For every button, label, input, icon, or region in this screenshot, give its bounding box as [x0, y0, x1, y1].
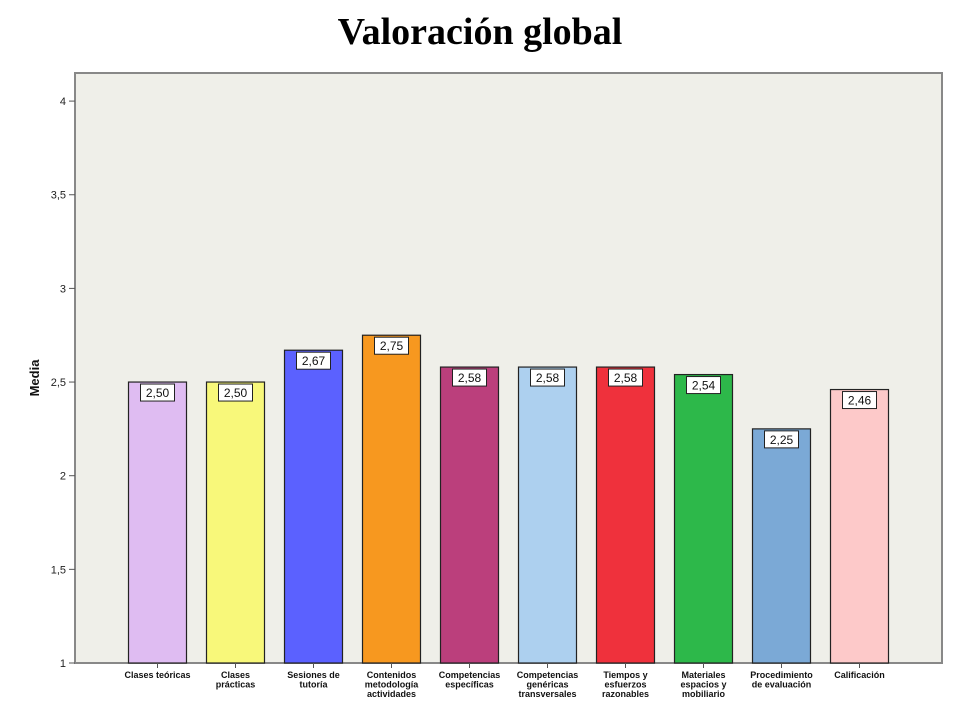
data-label-box — [530, 368, 565, 387]
y-tick-label: 2 — [60, 471, 66, 483]
y-tick-label: 4 — [60, 96, 66, 108]
y-tick-label: 1,5 — [51, 564, 66, 576]
bar — [205, 381, 266, 664]
y-tick-label: 3,5 — [51, 190, 66, 202]
data-label: 2,58 — [536, 371, 560, 385]
bar — [439, 366, 500, 664]
y-tick-label: 1 — [60, 658, 66, 670]
bar — [517, 366, 578, 664]
bar — [127, 381, 188, 664]
x-tick-label: Competencias genéricas transversales — [517, 670, 579, 699]
x-tick-label: Calificación — [834, 670, 885, 680]
bar — [283, 349, 344, 664]
x-tick-label: Competencias específicas — [439, 670, 501, 690]
y-tick-label: 2,5 — [51, 377, 66, 389]
data-label-box — [842, 391, 877, 410]
x-tick-label: Materiales espacios y mobiliario — [680, 670, 726, 699]
data-label-box — [452, 368, 487, 387]
data-label-box — [608, 368, 643, 387]
chart-title: Valoración global — [337, 11, 623, 53]
data-label: 2,75 — [380, 339, 404, 353]
data-label: 2,50 — [146, 386, 170, 400]
data-label-box — [686, 376, 721, 395]
x-tick-label: Tiempos y esfuerzos razonables — [602, 670, 649, 699]
data-label: 2,50 — [224, 386, 248, 400]
plot-area — [74, 72, 943, 664]
x-tick-label: Clases teóricas — [124, 670, 190, 680]
data-label: 2,67 — [302, 354, 326, 368]
x-tick-label: Procedimiento de evaluación — [750, 670, 813, 690]
bar — [673, 373, 734, 664]
bar — [829, 388, 890, 664]
bar — [595, 366, 656, 664]
data-label: 2,58 — [614, 371, 638, 385]
data-label-box — [296, 351, 331, 370]
bar — [751, 428, 812, 664]
data-label: 2,25 — [770, 433, 794, 447]
x-tick-label: Clases prácticas — [216, 670, 256, 690]
y-axis-title: Media — [27, 359, 42, 397]
x-tick-label: Contenidos metodología actividades — [365, 670, 419, 699]
x-tick-label: Sesiones de tutoría — [287, 670, 340, 690]
y-tick-label: 3 — [60, 283, 66, 295]
bar — [361, 334, 422, 664]
data-label: 2,46 — [848, 394, 872, 408]
data-label-box — [218, 383, 253, 402]
data-label-box — [764, 430, 799, 449]
data-label: 2,58 — [458, 371, 482, 385]
data-label: 2,54 — [692, 379, 716, 393]
data-label-box — [374, 336, 409, 355]
data-label-box — [140, 383, 175, 402]
